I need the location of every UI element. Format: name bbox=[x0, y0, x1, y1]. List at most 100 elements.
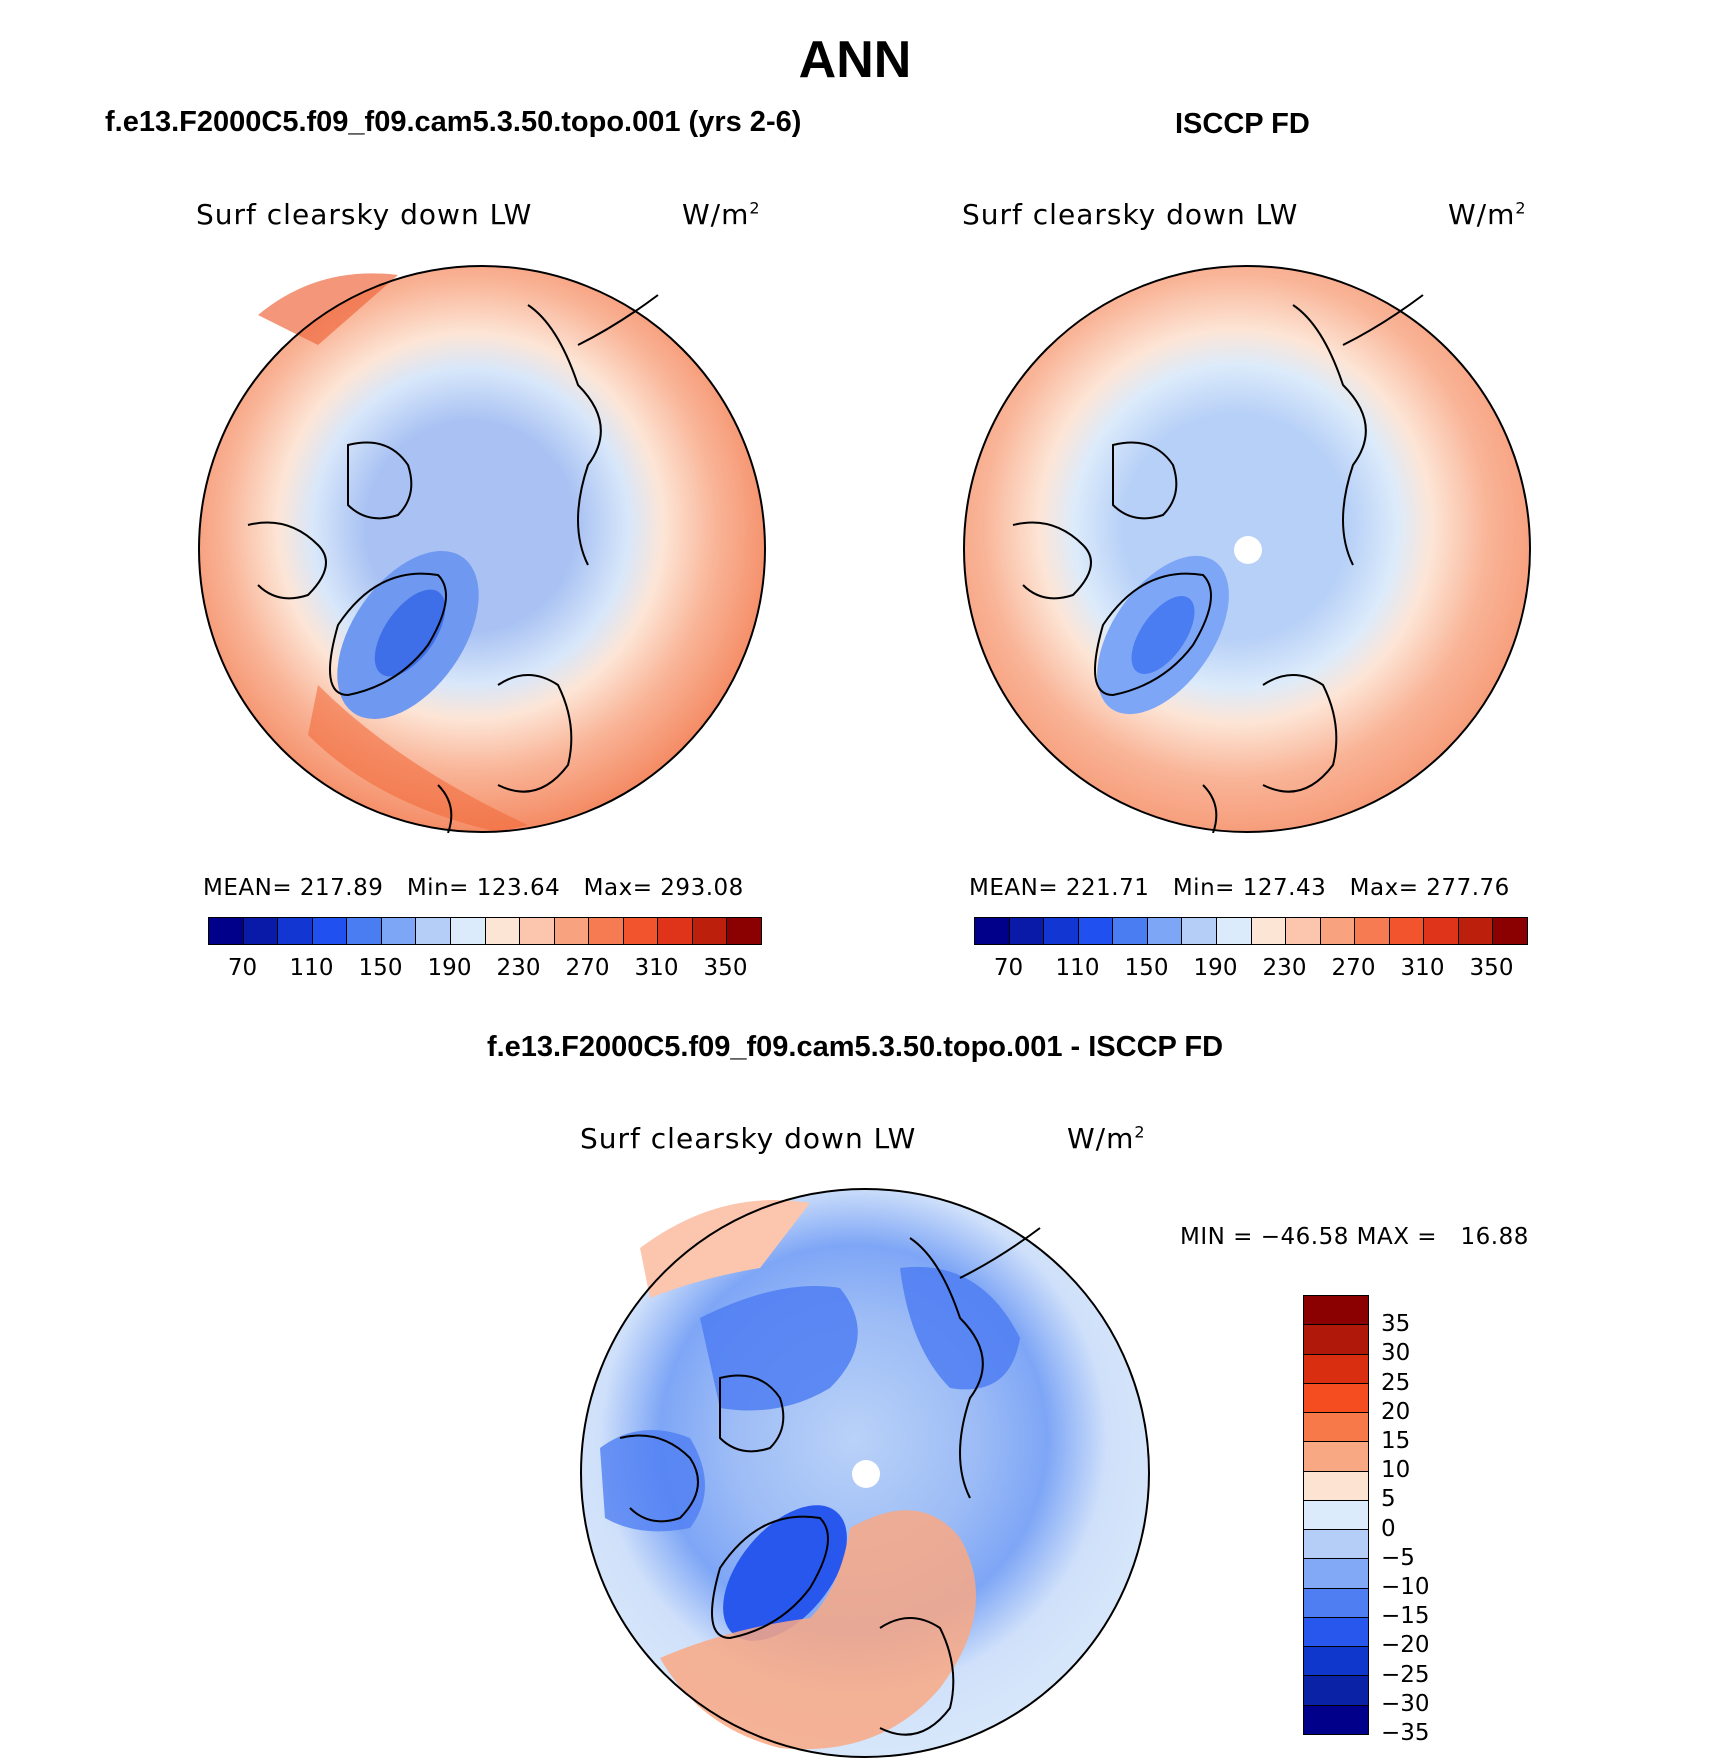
right-colorbar-swatch bbox=[1320, 918, 1356, 944]
figure-title: ANN bbox=[798, 31, 912, 89]
diff-warm-north bbox=[640, 1200, 810, 1298]
left-colorbar-swatch bbox=[520, 918, 555, 944]
diff-colorbar-tick-label: 30 bbox=[1381, 1340, 1411, 1367]
diff-colorbar bbox=[1303, 1295, 1369, 1735]
left-colorbar-swatch bbox=[727, 918, 761, 944]
left-map-field bbox=[199, 266, 765, 832]
diff-colorbar-tick-label: −25 bbox=[1381, 1661, 1430, 1688]
diff-colorbar-tick-label: 10 bbox=[1381, 1457, 1411, 1484]
diff-units-label: W/m2 bbox=[1067, 1122, 1146, 1155]
left-polar-map bbox=[198, 265, 766, 833]
left-colorbar-ticks: 70 110 150 190 230 270 310 350 bbox=[208, 955, 760, 985]
left-colorbar-swatch bbox=[450, 918, 486, 944]
left-map-border bbox=[198, 265, 766, 833]
left-panel-title: f.e13.F2000C5.f09_f09.cam5.3.50.topo.001… bbox=[105, 106, 802, 138]
diff-colorbar-swatch bbox=[1304, 1383, 1368, 1414]
right-colorbar-tick-label: 150 bbox=[1124, 955, 1169, 981]
right-variable-label: Surf clearsky down LW bbox=[962, 198, 1299, 231]
left-colorbar-tick-label: 350 bbox=[703, 955, 748, 981]
diff-colorbar-swatch bbox=[1304, 1676, 1368, 1706]
left-colorbar bbox=[208, 917, 762, 945]
left-colorbar-swatch bbox=[485, 918, 521, 944]
diff-colorbar-tick-label: 35 bbox=[1381, 1311, 1411, 1338]
diff-colorbar-swatch bbox=[1304, 1325, 1368, 1355]
diff-colorbar-swatch bbox=[1304, 1354, 1368, 1384]
diff-cold-patch-c bbox=[600, 1430, 705, 1532]
diff-panel-title: f.e13.F2000C5.f09_f09.cam5.3.50.topo.001… bbox=[486, 1031, 1224, 1063]
right-colorbar-swatch bbox=[1009, 918, 1045, 944]
left-colorbar-swatch bbox=[658, 918, 693, 944]
right-colorbar-swatch bbox=[1493, 918, 1527, 944]
left-colorbar-swatch bbox=[381, 918, 417, 944]
right-colorbar-swatch bbox=[1147, 918, 1183, 944]
diff-colorbar-swatch bbox=[1304, 1559, 1368, 1589]
diff-colorbar-swatch bbox=[1304, 1647, 1368, 1677]
right-colorbar-tick-label: 310 bbox=[1400, 955, 1445, 981]
left-colorbar-swatch bbox=[278, 918, 313, 944]
diff-colorbar-tick-label: 0 bbox=[1381, 1515, 1396, 1542]
diff-colorbar-swatch bbox=[1304, 1296, 1368, 1326]
diff-colorbar-tick-label: −15 bbox=[1381, 1603, 1430, 1630]
left-colorbar-swatch bbox=[623, 918, 659, 944]
right-colorbar-tick-label: 70 bbox=[993, 955, 1024, 981]
right-colorbar bbox=[974, 917, 1528, 945]
diff-colorbar-swatch bbox=[1304, 1705, 1368, 1734]
left-colorbar-tick-label: 310 bbox=[634, 955, 679, 981]
right-colorbar-swatch bbox=[1355, 918, 1390, 944]
left-colorbar-tick-label: 70 bbox=[227, 955, 258, 981]
right-polar-map bbox=[963, 265, 1531, 833]
diff-colorbar-tick-label: 20 bbox=[1381, 1398, 1411, 1425]
left-colorbar-tick-label: 110 bbox=[289, 955, 334, 981]
diff-cold-patch-b bbox=[900, 1266, 1020, 1390]
right-colorbar-tick-label: 350 bbox=[1469, 955, 1514, 981]
diff-colorbar-swatch bbox=[1304, 1500, 1368, 1531]
diff-cold-patch-a bbox=[700, 1286, 858, 1411]
diff-colorbar-swatch bbox=[1304, 1442, 1368, 1472]
diff-colorbar-tick-label: 5 bbox=[1381, 1486, 1396, 1513]
diff-colorbar-swatch bbox=[1304, 1617, 1368, 1648]
right-colorbar-swatch bbox=[1389, 918, 1425, 944]
diff-colorbar-tick-label: −10 bbox=[1381, 1573, 1430, 1600]
left-colorbar-swatch bbox=[209, 918, 244, 944]
diff-colorbar-tick-label: −30 bbox=[1381, 1690, 1430, 1717]
right-greenland-core bbox=[1131, 596, 1195, 674]
right-map-border bbox=[963, 265, 1531, 833]
left-colorbar-swatch bbox=[243, 918, 279, 944]
right-colorbar-swatch bbox=[1424, 918, 1459, 944]
left-coastlines bbox=[247, 294, 659, 833]
right-pole-hole bbox=[1234, 536, 1262, 564]
right-colorbar-swatch bbox=[1078, 918, 1114, 944]
right-colorbar-swatch bbox=[1286, 918, 1321, 944]
diff-colorbar-tick-label: −20 bbox=[1381, 1632, 1430, 1659]
diff-colorbar-tick-label: −35 bbox=[1381, 1720, 1430, 1746]
right-colorbar-ticks: 70 110 150 190 230 270 310 350 bbox=[974, 955, 1526, 985]
diff-colorbar-swatch bbox=[1304, 1471, 1368, 1501]
right-panel-title: ISCCP FD bbox=[1175, 108, 1310, 140]
diff-colorbar-swatch bbox=[1304, 1413, 1368, 1443]
left-colorbar-swatch bbox=[692, 918, 728, 944]
right-colorbar-swatch bbox=[1458, 918, 1494, 944]
diff-colorbar-tick-label: 25 bbox=[1381, 1369, 1411, 1396]
right-units-label: W/m2 bbox=[1448, 198, 1527, 231]
right-colorbar-swatch bbox=[1044, 918, 1079, 944]
left-colorbar-tick-label: 150 bbox=[358, 955, 403, 981]
left-south-warm bbox=[308, 685, 528, 832]
right-colorbar-swatch bbox=[975, 918, 1010, 944]
left-stats: MEAN= 217.89 Min= 123.64 Max= 293.08 bbox=[203, 875, 744, 901]
left-colorbar-swatch bbox=[589, 918, 624, 944]
right-colorbar-tick-label: 230 bbox=[1262, 955, 1307, 981]
diff-colorbar-swatch bbox=[1304, 1530, 1368, 1560]
diff-colorbar-ticks: 35 30 25 20 15 10 5 0 −5 −10 −15 −20 −25 −30 −35 bbox=[1381, 1295, 1461, 1746]
left-colorbar-tick-label: 190 bbox=[427, 955, 472, 981]
right-colorbar-tick-label: 110 bbox=[1055, 955, 1100, 981]
left-greenland-core bbox=[374, 589, 446, 677]
right-colorbar-swatch bbox=[1113, 918, 1148, 944]
diff-pole-hole bbox=[852, 1460, 880, 1488]
diff-polar-map bbox=[580, 1188, 1150, 1758]
diff-colorbar-tick-label: 15 bbox=[1381, 1427, 1411, 1454]
diff-greenland-cold bbox=[723, 1505, 847, 1641]
diff-minmax: MIN = −46.58 MAX = 16.88 bbox=[1180, 1224, 1529, 1250]
right-stats: MEAN= 221.71 Min= 127.43 Max= 277.76 bbox=[969, 875, 1510, 901]
left-colorbar-swatch bbox=[347, 918, 382, 944]
right-coastlines bbox=[1012, 294, 1424, 833]
